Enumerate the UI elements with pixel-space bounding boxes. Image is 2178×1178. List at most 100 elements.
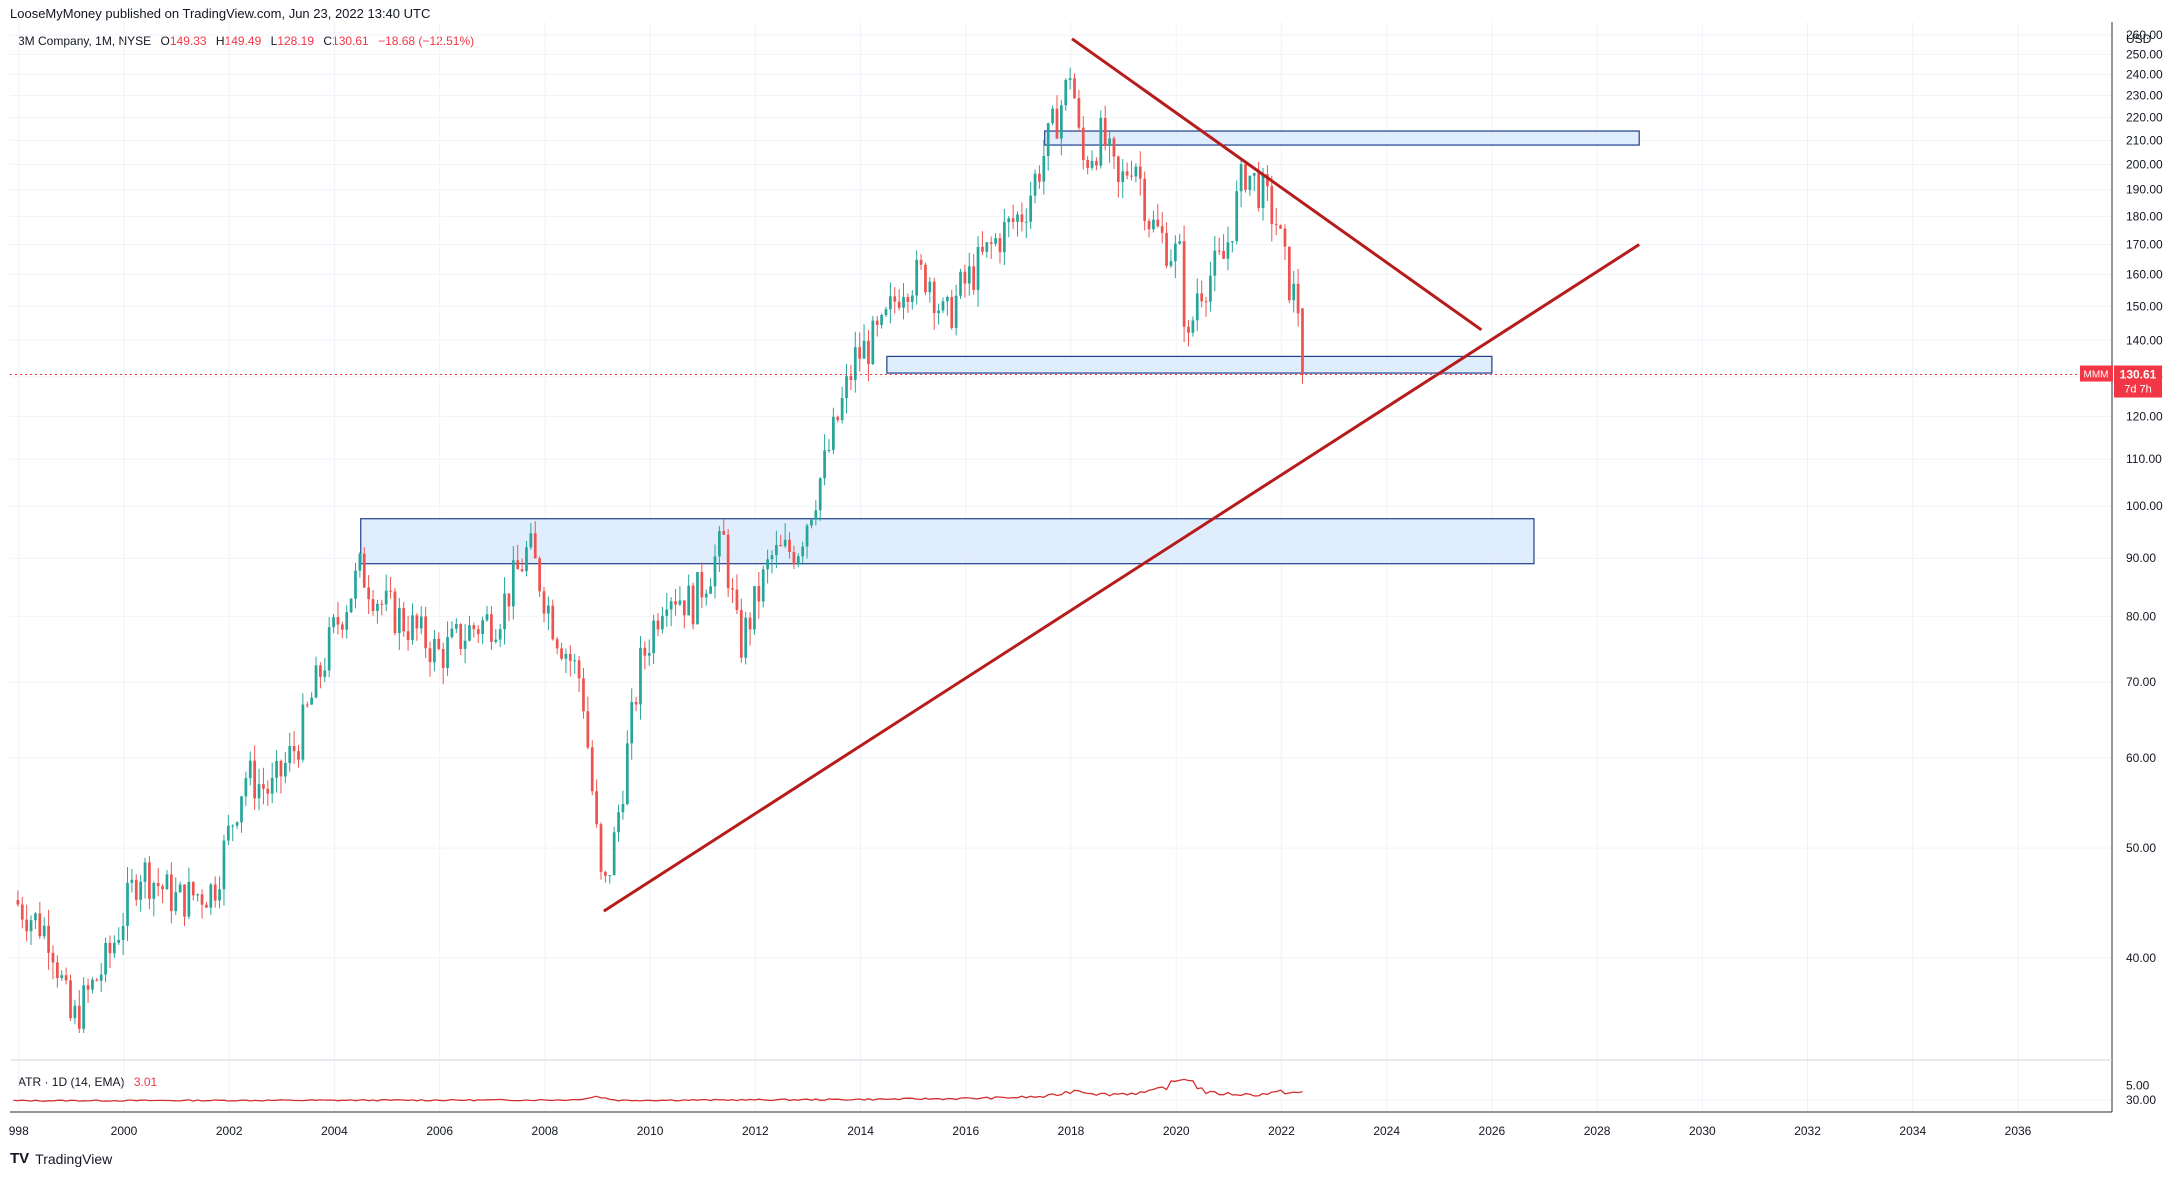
candle-body bbox=[586, 711, 590, 748]
candle-body bbox=[573, 660, 577, 662]
candle-body bbox=[446, 637, 449, 669]
price-tick: 220.00 bbox=[2126, 110, 2163, 124]
candle-body bbox=[196, 894, 200, 896]
tradingview-brand[interactable]: TV TradingView bbox=[10, 1150, 112, 1167]
candle-body bbox=[450, 628, 454, 638]
candle-body bbox=[121, 925, 125, 940]
candle-body bbox=[718, 531, 721, 557]
candle-body bbox=[384, 590, 388, 605]
candle-body bbox=[617, 812, 620, 833]
candles-layer bbox=[16, 67, 1304, 1034]
candle-body bbox=[893, 296, 897, 302]
candle-body bbox=[380, 603, 384, 605]
candle-body bbox=[827, 449, 831, 451]
candle-body bbox=[643, 647, 647, 656]
candle-body bbox=[630, 701, 634, 744]
candle-body bbox=[810, 519, 813, 526]
time-tick: 2030 bbox=[1689, 1124, 1716, 1138]
candle-body bbox=[213, 884, 217, 901]
price-tick: 70.00 bbox=[2126, 675, 2156, 689]
candle-body bbox=[612, 832, 616, 876]
candle-body bbox=[595, 791, 598, 825]
close-value: 130.61 bbox=[332, 34, 369, 48]
candle-body bbox=[661, 615, 664, 630]
candle-body bbox=[503, 593, 506, 630]
change-value: −18.68 (−12.51%) bbox=[378, 34, 475, 48]
time-tick: 2026 bbox=[1479, 1124, 1506, 1138]
candle-body bbox=[1095, 160, 1098, 166]
publish-info: LooseMyMoney published on TradingView.co… bbox=[10, 6, 431, 21]
candle-body bbox=[95, 979, 99, 981]
candle-body bbox=[437, 638, 441, 649]
brand-name: TradingView bbox=[35, 1150, 113, 1167]
time-tick: 2010 bbox=[637, 1124, 664, 1138]
candle-body bbox=[858, 347, 862, 359]
candle-body bbox=[989, 242, 993, 244]
candle-body bbox=[354, 570, 357, 599]
time-tick: 2004 bbox=[321, 1124, 348, 1138]
candle-body bbox=[1051, 108, 1054, 124]
candle-body bbox=[415, 615, 419, 629]
candle-body bbox=[209, 884, 213, 908]
price-tick: 50.00 bbox=[2126, 841, 2156, 855]
candle-body bbox=[533, 533, 537, 559]
candle-body bbox=[1055, 108, 1059, 139]
candle-body bbox=[919, 259, 923, 265]
candle-body bbox=[358, 553, 362, 571]
symbol-legend: 3M Company, 1M, NYSE O149.33 H149.49 L12… bbox=[18, 34, 474, 48]
countdown-text: 7d 7h bbox=[2124, 384, 2152, 396]
candle-body bbox=[139, 881, 143, 900]
candle-body bbox=[954, 295, 958, 328]
candle-body bbox=[1235, 191, 1239, 242]
candle-body bbox=[1178, 241, 1182, 244]
candle-body bbox=[972, 266, 976, 290]
candle-body bbox=[38, 913, 42, 937]
candle-body bbox=[82, 985, 86, 1029]
candle-body bbox=[104, 943, 107, 975]
candle-body bbox=[963, 271, 967, 284]
time-tick: 2034 bbox=[1899, 1124, 1926, 1138]
candle-body bbox=[34, 913, 37, 921]
candle-body bbox=[551, 605, 555, 640]
price-tick: 190.00 bbox=[2126, 183, 2163, 197]
candle-body bbox=[937, 310, 940, 314]
candle-body bbox=[1024, 221, 1028, 223]
time-tick: 2036 bbox=[2005, 1124, 2032, 1138]
candle-body bbox=[134, 879, 138, 900]
candle-body bbox=[485, 614, 489, 621]
candle-body bbox=[191, 881, 195, 896]
candle-body bbox=[985, 242, 989, 252]
candle-body bbox=[91, 979, 94, 990]
candle-body bbox=[183, 884, 186, 917]
candle-body bbox=[529, 533, 533, 548]
time-tick: 2028 bbox=[1584, 1124, 1611, 1138]
candle-body bbox=[1244, 164, 1247, 190]
candle-body bbox=[1222, 250, 1225, 259]
candle-body bbox=[1147, 220, 1151, 230]
candle-body bbox=[178, 884, 182, 893]
candle-body bbox=[301, 704, 305, 760]
candle-body bbox=[481, 620, 484, 634]
candle-body bbox=[463, 640, 467, 649]
candle-body bbox=[840, 398, 844, 421]
candle-body bbox=[652, 620, 655, 654]
candle-body bbox=[1081, 127, 1085, 161]
candle-body bbox=[1130, 175, 1133, 177]
candle-body bbox=[1020, 214, 1024, 223]
candle-body bbox=[130, 879, 134, 883]
candle-body bbox=[165, 874, 169, 890]
candle-body bbox=[538, 558, 541, 592]
candle-body bbox=[753, 586, 756, 630]
candle-body bbox=[696, 572, 699, 625]
candle-body bbox=[257, 784, 261, 799]
candle-body bbox=[336, 617, 340, 625]
candle-body bbox=[924, 264, 927, 293]
candle-body bbox=[397, 607, 401, 634]
candle-body bbox=[244, 778, 248, 797]
time-axis[interactable]: 998 2000 2002 2004 2006 2008 2010 2012 2014 2016 2… bbox=[9, 1124, 2032, 1138]
candle-body bbox=[200, 894, 204, 905]
candle-body bbox=[910, 295, 914, 302]
candle-body bbox=[472, 625, 476, 630]
